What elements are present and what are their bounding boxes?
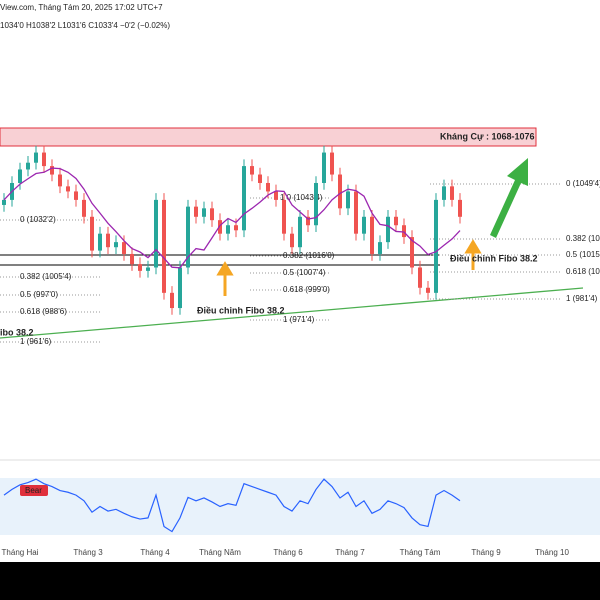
candle-body [146, 267, 150, 271]
candle-body [170, 292, 174, 309]
fib-label: 0.618 (988'6) [20, 307, 67, 316]
candle-body [314, 182, 318, 226]
fib-label: 0.382 (1005'4) [20, 272, 72, 281]
candle-body [226, 225, 230, 234]
arrow [490, 158, 528, 238]
month-label: Tháng 7 [335, 548, 365, 557]
candle-body [186, 206, 190, 268]
fib-label: 0.5 (1015'4 [566, 250, 600, 259]
candle-body [458, 199, 462, 217]
candle-body [410, 237, 414, 268]
candle-body [90, 216, 94, 251]
candle-body [194, 206, 198, 217]
candle-body [250, 166, 254, 175]
fib-label: 0.382 (1016'0) [283, 251, 335, 260]
arrow [216, 261, 234, 296]
candle-body [290, 233, 294, 248]
candle-body [2, 199, 6, 205]
candle-body [418, 267, 422, 288]
candle-body [450, 186, 454, 200]
candle-body [258, 174, 262, 183]
moving-average [3, 167, 461, 269]
annotation: Điều chỉnh Fibo 38.2 [450, 253, 538, 263]
candle-body [402, 225, 406, 238]
trend-line [0, 287, 584, 339]
candle-body [234, 225, 238, 231]
candle-body [18, 169, 22, 183]
candle-body [370, 216, 374, 254]
candle-body [282, 199, 286, 234]
candle-body [210, 208, 214, 221]
candle-body [50, 166, 54, 175]
fib-label: 0.5 (997'0) [20, 290, 58, 299]
candle-body [74, 191, 78, 200]
month-label: Tháng 10 [535, 548, 569, 557]
header-ohlc: 1034'0 H1038'2 L1031'6 C1033'4 −0'2 (−0.… [0, 21, 170, 30]
candle-body [274, 191, 278, 200]
fib-label: 0 (1049'4) [566, 179, 600, 188]
candle-body [42, 152, 46, 167]
resistance-zone [0, 127, 537, 147]
fib-label: 0.618 (100 [566, 267, 600, 276]
candle-body [26, 162, 30, 170]
candle-body [154, 199, 158, 268]
candle-body [322, 152, 326, 183]
footer-bar [0, 562, 600, 600]
candle-body [346, 191, 350, 209]
candle-body [306, 216, 310, 226]
candle-body [122, 242, 126, 254]
header-source: View.com, Tháng Tám 20, 2025 17:02 UTC+7 [0, 3, 163, 12]
candle-body [426, 287, 430, 293]
candle-body [378, 242, 382, 254]
fib-label: 1 (971'4) [283, 315, 315, 324]
candle-body [330, 152, 334, 175]
candle-body [434, 199, 438, 293]
candle-body [58, 174, 62, 187]
rsi-line [3, 478, 461, 533]
fib-label: 1 0 (1043'4) [280, 193, 323, 202]
candle-body [242, 166, 246, 231]
candle-body [386, 216, 390, 243]
candle-body [338, 174, 342, 209]
arrow [464, 239, 482, 270]
month-label: Tháng 4 [140, 548, 170, 557]
candle-body [66, 186, 70, 192]
candle-body [106, 233, 110, 248]
rsi-tag [20, 485, 48, 496]
month-label: Tháng Tám [400, 548, 441, 557]
candle-body [362, 216, 366, 234]
month-label: Tháng 6 [273, 548, 303, 557]
fib-label: 0.5 (1007'4) [283, 268, 326, 277]
candle-body [138, 264, 142, 271]
candle-body [442, 186, 446, 200]
candle-body [266, 182, 270, 192]
rsi-label: Bear [25, 486, 42, 495]
candle-body [202, 208, 206, 217]
fib-label: 0.382 (102 [566, 234, 600, 243]
fib-label: 1 (981'4) [566, 294, 598, 303]
annotation: ibo 38.2 [0, 327, 34, 337]
fib-label: 0 (1032'2) [20, 215, 56, 224]
candle-body [354, 191, 358, 234]
candle-body [130, 253, 134, 265]
month-label: Tháng 3 [73, 548, 103, 557]
candle-body [114, 242, 118, 248]
candle-body [162, 199, 166, 293]
month-label: Tháng Năm [199, 548, 241, 557]
candle-body [98, 233, 102, 251]
fib-label: 0.618 (999'0) [283, 285, 330, 294]
candle-body [218, 220, 222, 234]
candle-body [178, 267, 182, 309]
candle-body [394, 216, 398, 226]
candle-body [298, 216, 302, 248]
resistance-label: Kháng Cự : 1068-1076 [440, 131, 535, 141]
candle-body [82, 199, 86, 217]
month-label: Tháng 9 [471, 548, 501, 557]
candle-body [34, 152, 38, 163]
fib-label: 1 (961'6) [20, 337, 52, 346]
month-label: Tháng Hai [2, 548, 39, 557]
rsi-band [0, 478, 600, 535]
annotation: Điều chỉnh Fibo 38.2 [197, 305, 285, 315]
